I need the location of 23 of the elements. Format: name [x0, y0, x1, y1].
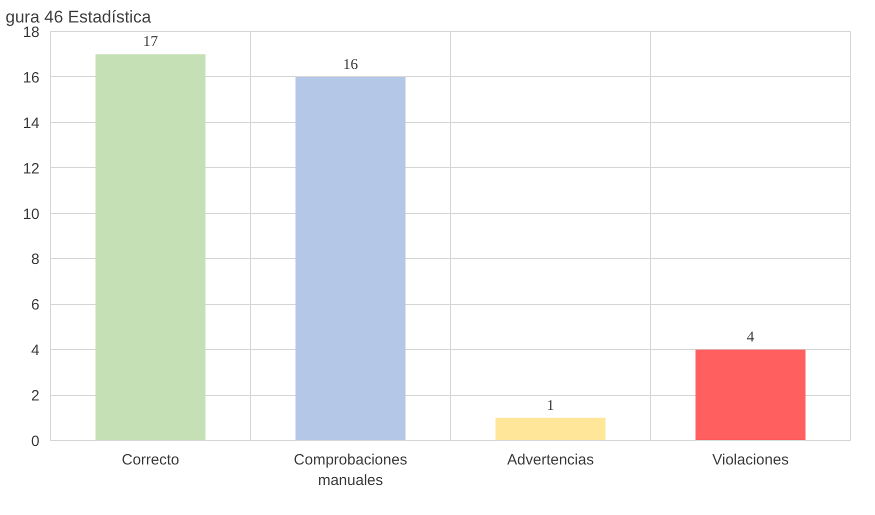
y-tick-label: 10 [22, 206, 40, 223]
data-label: 17 [143, 34, 158, 50]
x-tick-label: Violaciones [712, 452, 789, 468]
data-label: 1 [546, 398, 554, 414]
y-tick-label: 0 [31, 433, 40, 450]
x-tick-label: Correcto [122, 452, 180, 468]
bar [296, 76, 406, 440]
x-tick-label: Advertencias [507, 452, 594, 468]
y-tick-label: 12 [22, 160, 40, 178]
y-tick-label: 16 [22, 69, 40, 86]
y-tick-label: 8 [31, 251, 40, 268]
y-tick-label: 6 [31, 296, 40, 314]
data-label: 16 [343, 56, 358, 73]
x-tick-label: Comprobaciones manuales [294, 452, 408, 489]
y-tick-label: 14 [22, 114, 40, 132]
y-tick-label: 18 [22, 24, 40, 41]
bar [96, 54, 206, 440]
y-tick-label: 4 [31, 342, 40, 360]
chart-title: gura 46 Estadística [6, 8, 152, 26]
bar [496, 418, 606, 440]
data-label: 4 [746, 330, 755, 346]
y-tick-label: 2 [31, 388, 40, 405]
bar [696, 350, 806, 440]
